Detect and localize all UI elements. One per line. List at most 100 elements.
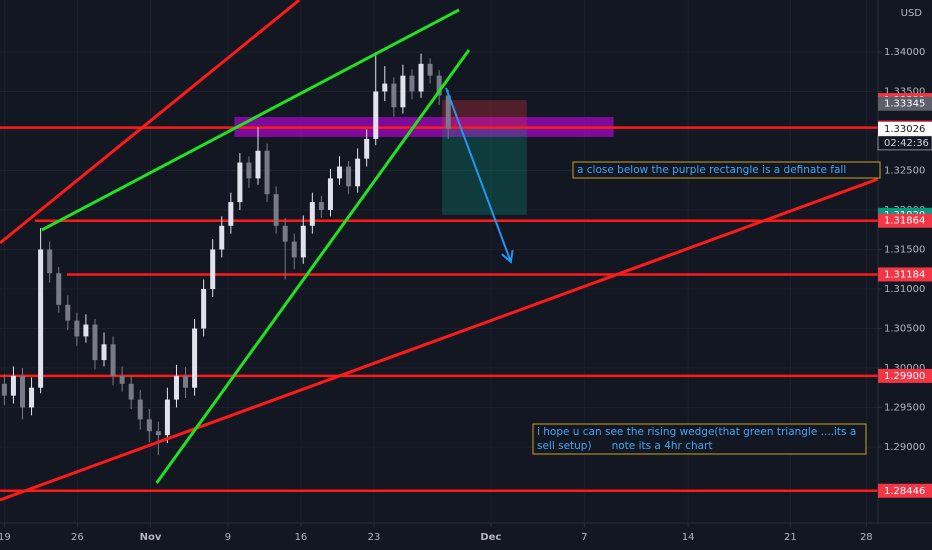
price-label: 1.29900 [884, 371, 925, 382]
candle-body [119, 375, 125, 384]
candle-body [92, 324, 98, 361]
candle-body [445, 95, 451, 129]
zone [442, 127, 527, 215]
candle-body [255, 150, 261, 179]
annotation-text: a close below the purple rectangle is a … [577, 164, 846, 176]
candle-body [1, 383, 7, 396]
x-tick-label: 14 [682, 532, 695, 543]
trendline [155, 49, 471, 484]
price-label: 1.28446 [884, 486, 925, 497]
candle-body [400, 75, 406, 108]
candle-body [74, 320, 80, 337]
x-tick-label: Dec [480, 532, 501, 543]
price-label-box [878, 368, 932, 383]
candle-body [210, 249, 216, 289]
y-tick-label: 1.32500 [884, 165, 925, 176]
x-tick-label: 19 [0, 532, 11, 543]
annotation-box [572, 161, 881, 179]
candle-body [300, 225, 306, 258]
candle-body [364, 138, 370, 159]
candle-body [327, 178, 333, 210]
trendline [0, 0, 301, 245]
arrow-head [501, 249, 514, 264]
candle-body [346, 166, 352, 187]
candle-body [337, 166, 343, 179]
y-tick-label: 1.29000 [884, 442, 925, 453]
x-tick-label: 28 [860, 532, 873, 543]
annotation-box [532, 423, 867, 455]
price-label: 1.33026 [884, 124, 925, 135]
candle-body [65, 304, 71, 321]
x-tick-label: 26 [71, 532, 84, 543]
candle-body [264, 150, 270, 195]
candle-body [309, 202, 315, 226]
y-tick-label: 1.31000 [884, 284, 925, 295]
candle-body [137, 399, 143, 420]
price-label-box [878, 267, 932, 282]
countdown: 02:42:36 [884, 138, 929, 149]
price-label-box [878, 121, 932, 136]
x-tick-label: 9 [225, 532, 231, 543]
y-tick-label: 1.29500 [884, 402, 925, 413]
price-label-box [878, 213, 932, 228]
candle-body [391, 83, 397, 108]
candle-body [164, 399, 170, 436]
x-tick-label: Nov [140, 532, 162, 543]
price-label: 1.31864 [884, 216, 925, 227]
candle-body [110, 344, 116, 376]
y-tick-label: 1.34000 [884, 47, 925, 58]
currency: USD [901, 8, 923, 19]
candle-body [173, 375, 179, 400]
candle-body [291, 241, 297, 258]
candle-body [382, 83, 388, 92]
candle-body [101, 344, 107, 361]
x-tick-label: 16 [295, 532, 308, 543]
y-tick-label: 1.30500 [884, 323, 925, 334]
arrow [445, 87, 512, 263]
candle-body [246, 162, 252, 179]
x-tick-label: 7 [581, 532, 587, 543]
x-tick-label: 21 [784, 532, 797, 543]
time-axis [0, 524, 932, 550]
countdown-box [877, 135, 932, 151]
candle-body [29, 387, 35, 408]
candle-body [436, 75, 442, 96]
candle-body [47, 249, 53, 274]
candle-body [373, 91, 379, 139]
candle-body [56, 273, 62, 305]
y-tick-label: 1.33500 [884, 86, 925, 97]
y-tick-label: 1.30000 [884, 363, 925, 374]
candle-body [273, 194, 279, 226]
candle-body [318, 202, 324, 210]
candle-body [192, 328, 198, 388]
candle-body [228, 202, 234, 226]
candle-body [219, 225, 225, 250]
candle-body [201, 288, 207, 329]
candle-body [38, 249, 44, 388]
candle-body [409, 75, 415, 92]
candle-body [10, 375, 16, 396]
trendline [0, 177, 878, 502]
trendline [41, 8, 460, 232]
candle-body [146, 419, 152, 432]
candle-body [83, 324, 89, 337]
y-tick-label: 1.31500 [884, 244, 925, 255]
price-label-box [878, 96, 932, 111]
candle-body [19, 375, 25, 408]
candle-body [427, 63, 433, 76]
price-label-box [878, 483, 932, 498]
price-label: 1.33345 [884, 99, 925, 110]
candle-body [155, 431, 161, 436]
annotation-text: sell setup) note its a 4hr chart [537, 440, 713, 452]
candle-body [355, 158, 361, 187]
candle-body [128, 383, 134, 400]
candle-body [282, 225, 288, 242]
candle-body [237, 162, 243, 203]
annotation-text: i hope u can see the rising wedge(that g… [537, 426, 856, 438]
candle-body [418, 63, 424, 92]
x-tick-label: 23 [368, 532, 381, 543]
price-label: 1.31184 [884, 269, 925, 280]
candle-body [183, 375, 189, 388]
